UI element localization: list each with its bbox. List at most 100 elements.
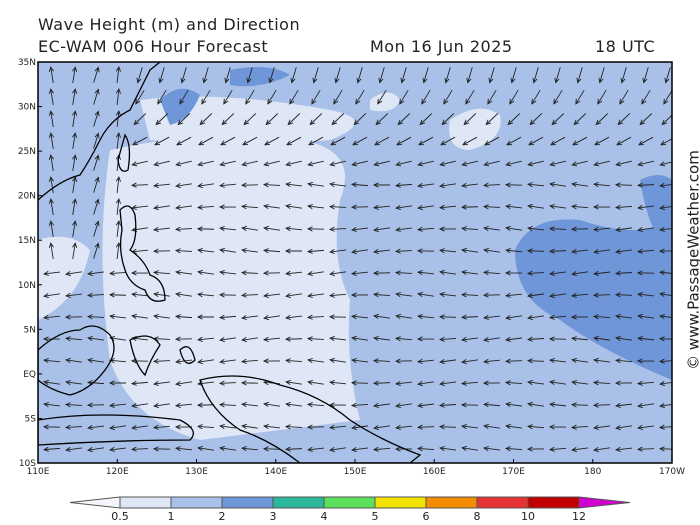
wave-arrow [329,446,346,453]
wave-arrow [395,313,412,320]
wave-arrow [132,136,148,146]
wave-arrow [65,446,82,453]
wave-arrow [616,136,632,146]
wave-arrow [329,336,346,342]
lat-label: 30N [18,103,36,113]
wave-arrow [462,136,478,146]
wave-arrow [461,160,478,167]
wave-arrow [461,358,478,365]
wave-arrow [263,314,280,321]
wave-arrow [115,110,121,128]
lon-label: 120E [106,467,129,477]
wave-arrow [175,160,192,167]
lat-label: 5S [25,414,37,424]
wave-arrow [461,269,478,276]
wave-arrow [196,314,215,320]
wave-arrow [93,176,100,193]
wave-arrow [115,132,121,150]
wave-arrow [487,89,497,105]
wave-arrow [549,292,566,299]
wave-arrow [329,181,346,188]
wave-arrow [573,113,587,126]
wave-arrow [153,182,171,188]
wave-arrow [263,401,280,408]
wave-arrow [43,314,61,320]
wave-arrow [439,204,457,210]
colorbar-end [578,496,631,509]
time: 18 UTC [595,37,655,56]
colorbar-segment [170,496,223,509]
colorbar-end [69,496,121,509]
colorbar-segment [374,496,427,509]
wave-arrow [350,402,369,408]
colorbar-label: 4 [321,510,328,523]
wave-arrow [527,203,544,210]
wave-arrow [636,248,655,254]
colorbar-label: 1 [168,510,175,523]
wave-arrow [505,225,522,232]
wave-arrow [439,380,456,387]
wave-arrow [438,336,457,342]
wave-arrow [505,336,522,343]
wave-arrow [65,357,82,364]
wave-arrow [395,226,412,233]
wave-arrow [240,204,259,210]
wave-arrow [400,67,407,84]
wave-arrow [461,182,478,189]
wave-arrow [441,113,455,126]
wave-arrow [218,314,237,320]
wave-arrow [527,314,544,321]
wave-arrow [307,181,324,188]
wave-arrow [179,89,189,105]
wave-arrow [350,182,369,188]
wave-arrow [329,380,347,386]
wave-arrow [285,314,302,321]
wave-arrow [593,160,610,167]
wave-arrow [93,66,100,83]
lat-label: 5N [24,325,36,335]
wave-arrow [218,292,237,298]
wave-arrow [109,446,126,453]
wave-arrow [575,89,585,105]
wave-arrow [373,248,390,255]
wave-arrow [421,89,431,105]
colorbar-segment [476,496,529,509]
wave-arrow [284,248,303,254]
wave-arrow [351,357,368,364]
wave-arrow [397,113,411,126]
wave-arrow [287,113,301,126]
wave-arrow [240,182,259,188]
wave-arrow [93,154,100,171]
wave-arrow [174,314,193,320]
wave-arrow [265,113,279,126]
colorbar-label: 2 [219,510,226,523]
wave-arrow [93,88,100,105]
wave-arrow [373,424,390,431]
wave-arrow [351,335,368,342]
wave-arrow [48,220,54,237]
wave-arrow [483,337,500,343]
wave-arrow [438,402,457,408]
wave-arrow [115,220,121,238]
wave-arrow [285,160,302,167]
wave-arrow [636,446,655,452]
wave-arrow [593,182,611,188]
wave-arrow [131,424,148,431]
wave-arrow [177,113,191,126]
wave-arrow [506,136,522,146]
wave-arrow [417,204,434,211]
wave-arrow [351,248,368,255]
wave-arrow [219,270,236,276]
wave-arrow [592,402,611,408]
wave-arrow [87,335,104,342]
wave-arrow [372,182,391,188]
wave-arrow [174,424,193,430]
wave-arrow [659,161,672,167]
wave-arrow [614,182,633,188]
wave-arrow [284,446,303,452]
wave-arrow [375,113,389,126]
colorbar-label: 3 [270,510,277,523]
wave-arrow [617,113,631,126]
wave-arrow [197,336,215,342]
wave-arrow [483,314,500,320]
